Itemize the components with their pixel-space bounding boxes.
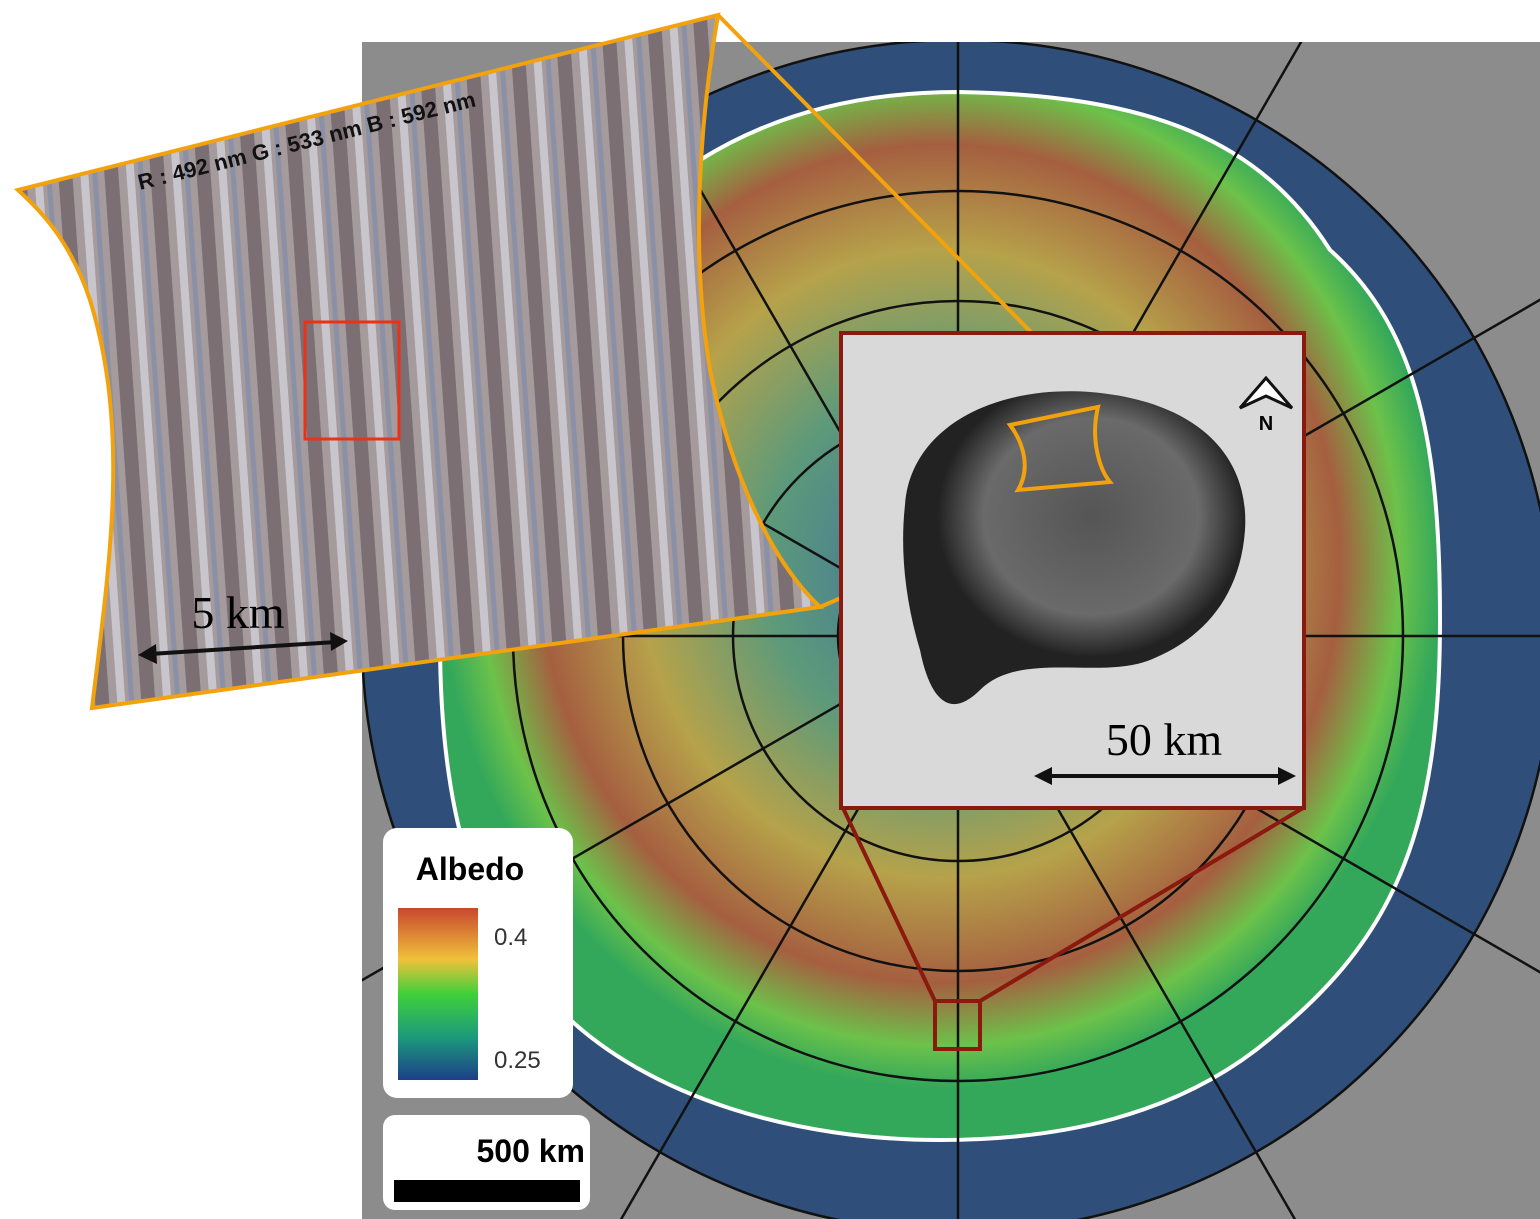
colorbar xyxy=(398,908,478,1080)
legend-max: 0.4 xyxy=(494,924,527,951)
legend: Albedo 0.4 0.25 xyxy=(383,828,573,1098)
crater-inset: N 50 km xyxy=(841,333,1304,808)
scale-label: 500 km xyxy=(476,1133,585,1169)
scale-label: 5 km xyxy=(191,587,285,638)
figure: N 50 km R : 492 nm G : 533 nm B : 592 nm… xyxy=(0,0,1540,1219)
legend-min: 0.25 xyxy=(494,1047,541,1074)
map-scale: 500 km xyxy=(383,1115,590,1210)
scale-label: 50 km xyxy=(1106,714,1223,765)
legend-title: Albedo xyxy=(416,851,524,887)
north-label: N xyxy=(1259,413,1273,435)
color-inset: R : 492 nm G : 533 nm B : 592 nm 5 km xyxy=(18,15,820,708)
